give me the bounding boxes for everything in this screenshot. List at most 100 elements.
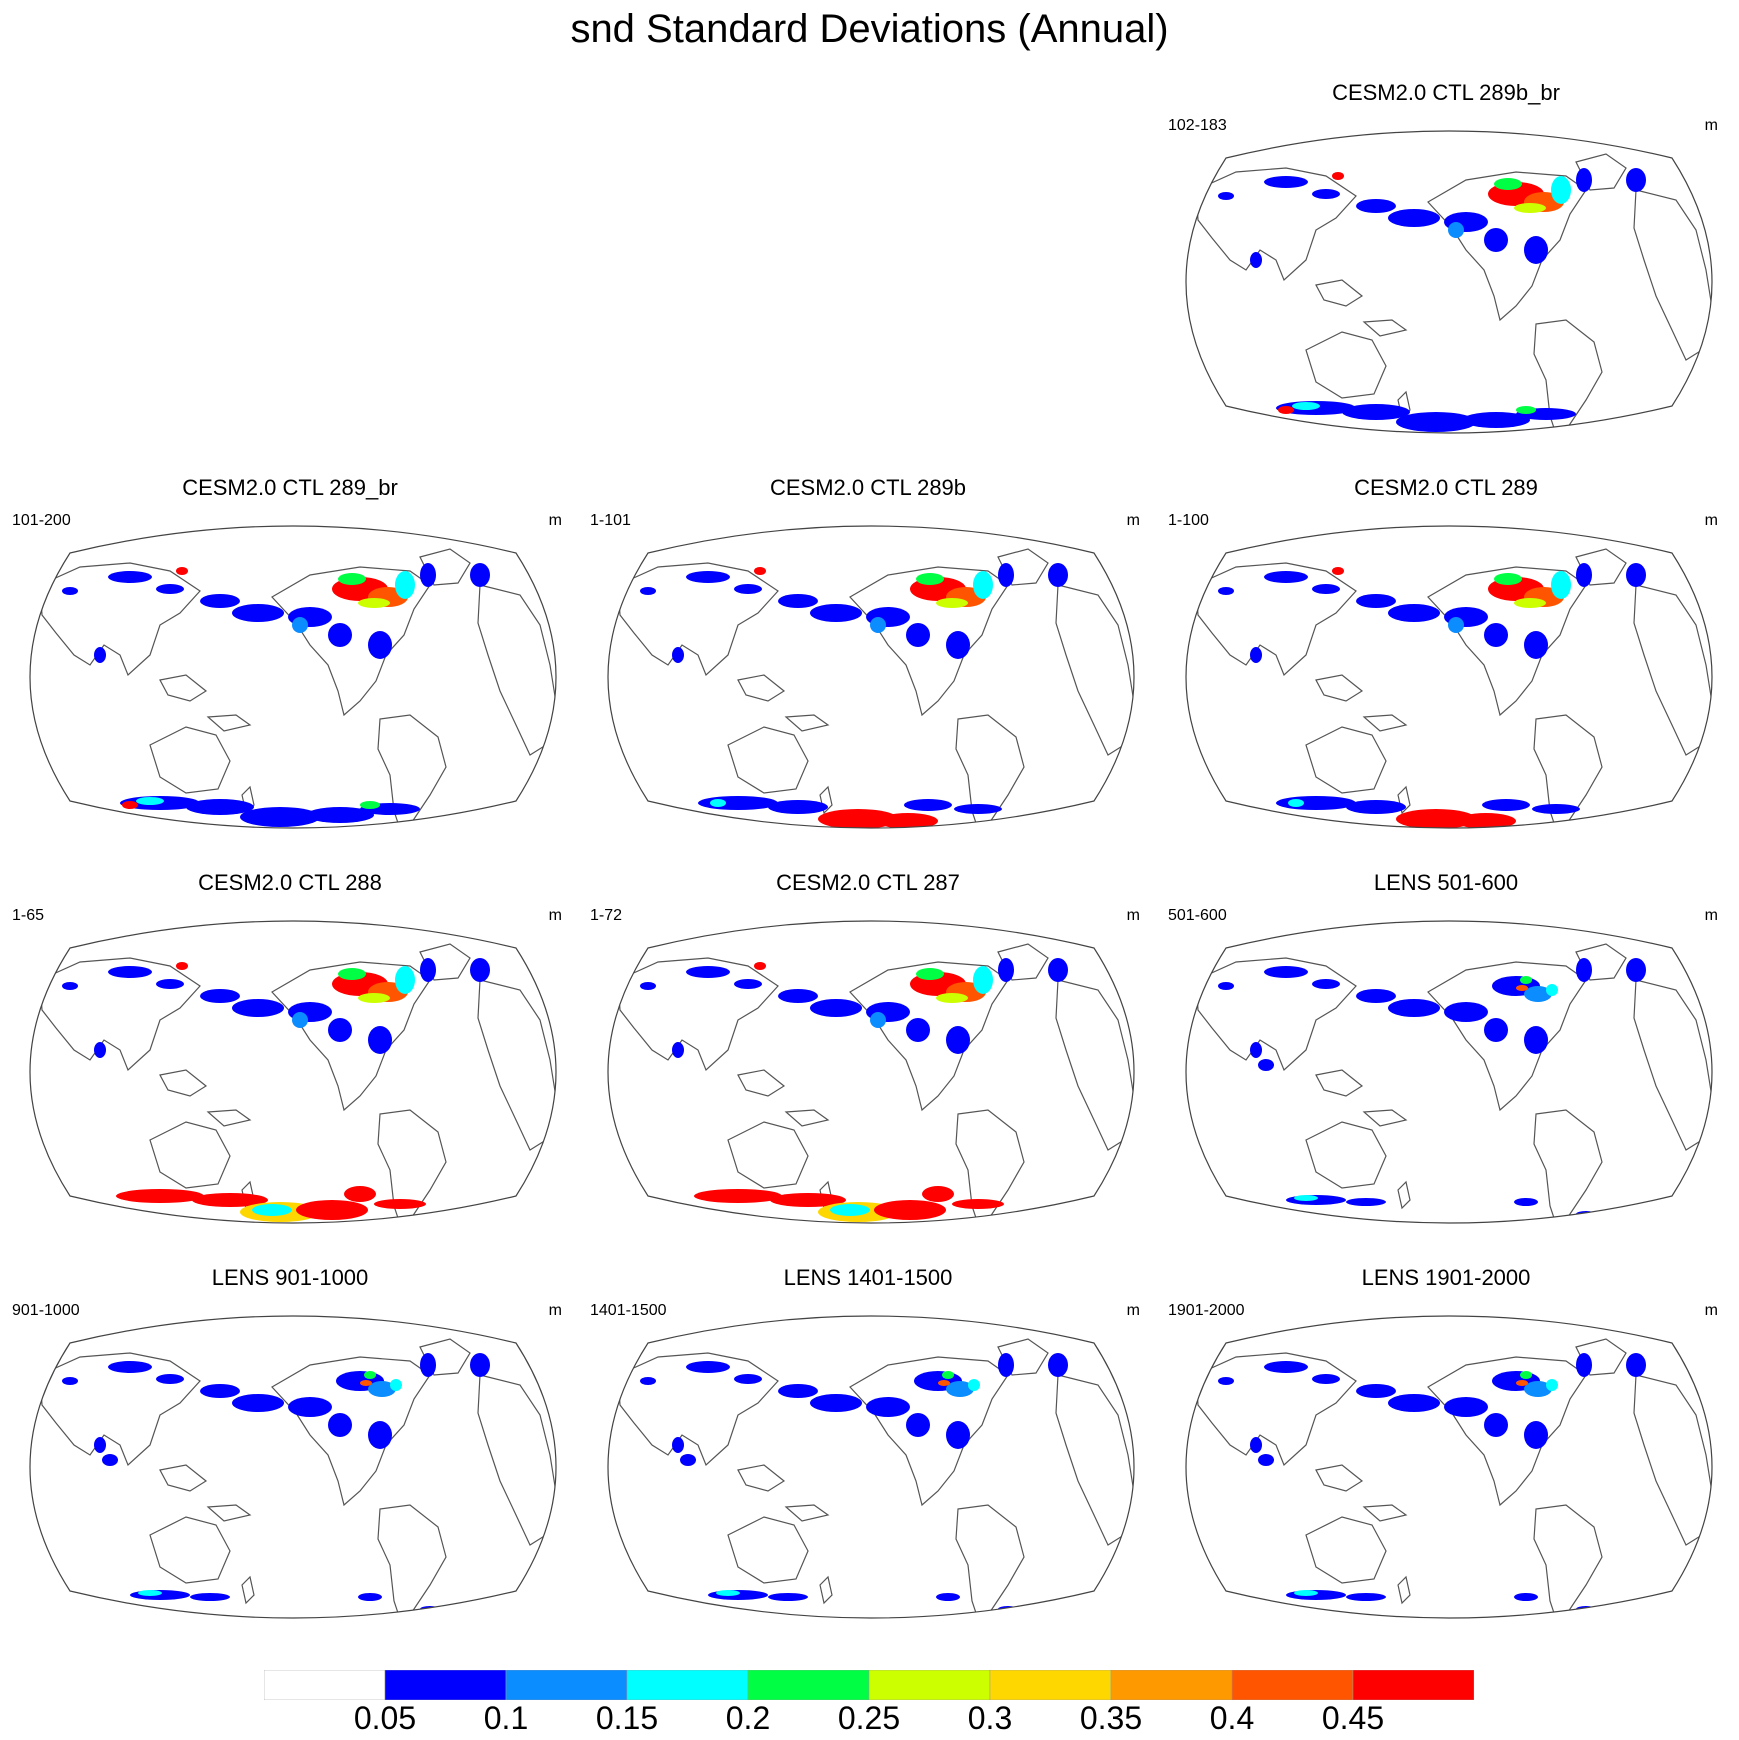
map-panel-p289_br: CESM2.0 CTL 289_br 101-200 m xyxy=(2,475,578,868)
snow-variability-patch xyxy=(122,801,138,809)
snow-variability-patch xyxy=(420,563,436,587)
snow-variability-patch xyxy=(1484,623,1508,647)
snow-variability-patch xyxy=(1396,809,1476,828)
snow-variability-patch xyxy=(1448,617,1464,633)
coastline xyxy=(849,961,1009,1112)
coastline xyxy=(1533,1504,1603,1618)
map-projection xyxy=(607,920,1135,1224)
snow-variability-patch xyxy=(946,1026,970,1054)
coastline xyxy=(206,1504,252,1522)
coastline xyxy=(737,1069,786,1097)
snow-variability-patch xyxy=(1516,985,1528,991)
coastline xyxy=(477,979,556,1151)
snow-variability-patch xyxy=(1524,986,1552,1002)
map-panel-lens1901: LENS 1901-2000 1901-2000 m xyxy=(1158,1265,1734,1658)
snow-variability-patch xyxy=(998,958,1014,982)
map-panel-lens501: LENS 501-600 501-600 m xyxy=(1158,870,1734,1263)
snow-variability-patch xyxy=(1516,1380,1528,1386)
snow-variability-patch xyxy=(1514,1198,1538,1206)
snow-variability-patch xyxy=(946,1421,970,1449)
snow-variability-patch xyxy=(936,993,968,1003)
snow-variability-patch xyxy=(358,1593,382,1601)
snow-variability-patch xyxy=(778,989,818,1003)
snow-variability-patch xyxy=(108,1361,152,1373)
coastline xyxy=(1305,1121,1387,1189)
snow-variability-patch xyxy=(338,573,366,585)
snow-variability-patch xyxy=(810,1394,862,1412)
panel-title: LENS 501-600 xyxy=(1373,870,1519,895)
snow-variability-patch xyxy=(1444,1002,1488,1022)
snow-variability-patch xyxy=(192,1193,268,1207)
coastline xyxy=(377,1504,447,1618)
snow-variability-patch xyxy=(94,1437,106,1453)
panel-year-range: 1-101 xyxy=(590,512,631,529)
snow-variability-patch xyxy=(973,966,993,994)
colorbar-labels: 0.05 0.1 0.15 0.2 0.25 0.3 0.35 0.4 0.45 xyxy=(0,1700,1739,1740)
map-projection xyxy=(1185,525,1713,829)
snow-variability-patch xyxy=(1456,813,1516,828)
snow-variability-patch xyxy=(374,1199,426,1209)
snow-variability-patch xyxy=(640,982,656,990)
snow-variability-patch xyxy=(1524,1026,1548,1054)
coastline xyxy=(39,957,201,1072)
snow-variability-patch xyxy=(1626,563,1646,587)
snow-variability-patch xyxy=(1312,1374,1340,1384)
snow-variability-patch xyxy=(1388,604,1440,622)
snow-variability-patch xyxy=(778,594,818,608)
snow-variability-patch xyxy=(754,962,766,970)
snow-variability-patch xyxy=(138,1590,162,1596)
snow-variability-patch xyxy=(968,1379,980,1391)
map-outline xyxy=(607,1315,1135,1619)
coastline xyxy=(241,1575,255,1605)
coastline xyxy=(1195,562,1357,677)
map-outline xyxy=(607,525,1135,829)
snow-variability-patch xyxy=(916,573,944,585)
colorbar-tick-label: 0.1 xyxy=(483,1700,529,1736)
coastline xyxy=(784,1109,830,1127)
snow-variability-patch xyxy=(186,799,254,815)
coastline xyxy=(1633,1374,1712,1546)
coastline xyxy=(737,674,786,702)
coastline xyxy=(1533,1109,1603,1223)
snow-variability-patch xyxy=(1482,799,1530,811)
snow-variability-patch xyxy=(754,567,766,575)
snow-variability-patch xyxy=(1494,178,1522,190)
coastline xyxy=(159,1464,208,1492)
snow-variability-patch xyxy=(818,809,898,828)
snow-variability-patch xyxy=(1388,209,1440,227)
snow-variability-patch xyxy=(1292,402,1320,410)
coastline xyxy=(1362,1504,1408,1522)
snow-variability-patch xyxy=(946,631,970,659)
snow-variability-patch xyxy=(338,968,366,980)
snow-variability-patch xyxy=(1250,1042,1262,1058)
snow-variability-patch xyxy=(232,1394,284,1412)
snow-variability-patch xyxy=(906,1018,930,1042)
snow-variability-patch xyxy=(368,1381,396,1397)
colorbar-tick-label: 0.15 xyxy=(595,1700,659,1736)
snow-variability-patch xyxy=(1551,176,1571,204)
snow-variability-patch xyxy=(62,587,78,595)
coastline xyxy=(617,1352,779,1467)
coastline xyxy=(727,726,809,794)
coastline xyxy=(159,674,208,702)
coastline xyxy=(1362,1109,1408,1127)
coastline xyxy=(159,1069,208,1097)
panel-units: m xyxy=(1126,907,1140,924)
snow-variability-patch xyxy=(328,623,352,647)
snow-variability-patch xyxy=(1356,989,1396,1003)
snow-variability-patch xyxy=(368,1026,392,1054)
coastline xyxy=(1305,726,1387,794)
snow-variability-patch xyxy=(1524,1381,1552,1397)
snow-variability-patch xyxy=(62,1377,78,1385)
coastline xyxy=(617,957,779,1072)
snow-variability-patch xyxy=(1218,587,1234,595)
panel-year-range: 1401-1500 xyxy=(590,1302,667,1319)
snow-variability-patch xyxy=(1516,406,1536,414)
snow-variability-patch xyxy=(770,1193,846,1207)
snow-variability-patch xyxy=(954,804,1002,814)
snow-variability-patch xyxy=(1626,168,1646,192)
snow-variability-patch xyxy=(292,1012,308,1028)
coastline xyxy=(1397,1180,1411,1210)
map-projection xyxy=(1185,130,1713,434)
coastline xyxy=(149,1121,231,1189)
